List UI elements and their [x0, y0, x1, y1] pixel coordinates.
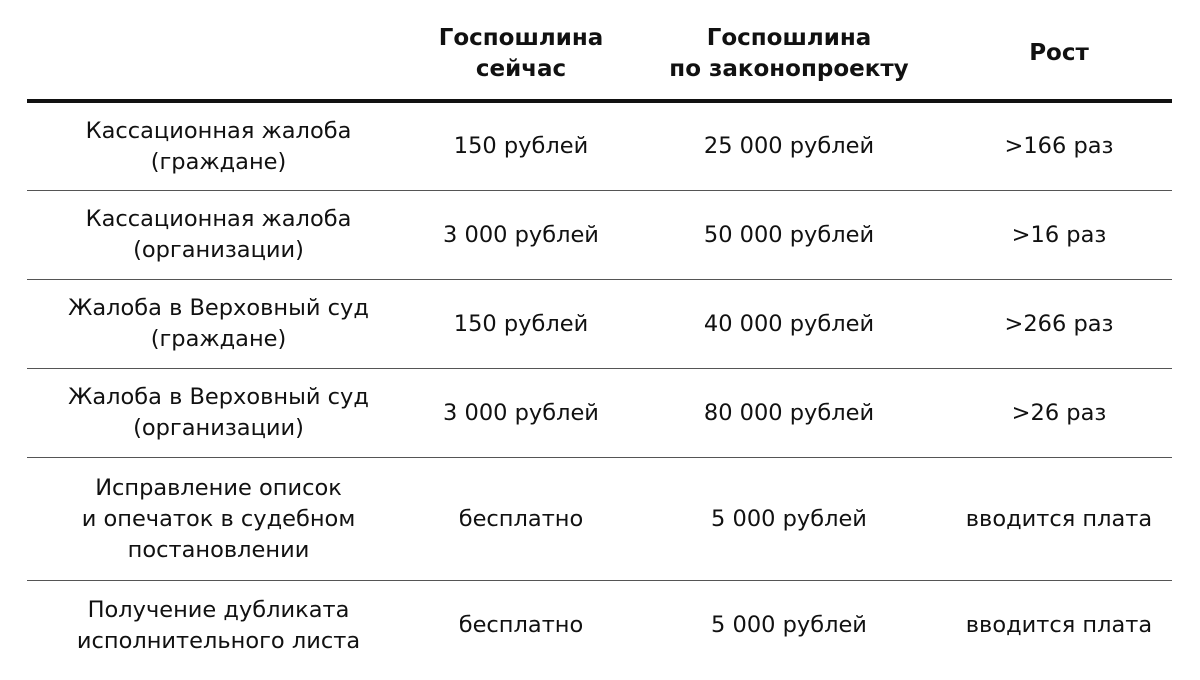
header-current-fee: Госпошлина сейчас [438, 24, 604, 82]
row-item-name: Кассационная жалоба (граждане) [85, 117, 352, 175]
row-current-fee: 3 000 рублей [443, 399, 599, 426]
table-row: Получение дубликата исполнительного лист… [27, 581, 1172, 670]
table-row: Жалоба в Верховный суд (граждане) 150 руб… [27, 280, 1172, 369]
table-row: Исправление описок и опечаток в судебном… [27, 458, 1172, 581]
row-current-fee: бесплатно [458, 612, 584, 638]
row-proposed-fee: 5 000 рублей [711, 612, 867, 638]
row-current-fee: 150 рублей [453, 133, 589, 159]
row-current-fee: бесплатно [458, 505, 584, 532]
fee-comparison-table: Госпошлина сейчас Госпошлина по законопр… [27, 0, 1172, 670]
row-growth: >26 раз [1011, 399, 1107, 426]
row-growth: >266 раз [1004, 310, 1114, 337]
row-proposed-fee: 80 000 рублей [703, 399, 875, 426]
row-growth: вводится плата [965, 505, 1153, 532]
header-proposed-fee: Госпошлина по законопроекту [669, 24, 909, 82]
row-proposed-fee: 5 000 рублей [711, 505, 867, 532]
row-item-name: Кассационная жалоба (организации) [85, 206, 352, 263]
table-row: Кассационная жалоба (граждане) 150 рублей… [27, 103, 1172, 191]
row-current-fee: 150 рублей [453, 310, 589, 337]
row-proposed-fee: 50 000 рублей [703, 221, 875, 248]
table-row: Жалоба в Верховный суд (организации) 3 00… [27, 369, 1172, 458]
row-growth: >16 раз [1011, 221, 1107, 248]
row-proposed-fee: 25 000 рублей [703, 133, 875, 159]
row-growth: >166 раз [1004, 133, 1114, 159]
table-row: Кассационная жалоба (организации) 3 000 р… [27, 191, 1172, 280]
row-item-name: Получение дубликата исполнительного лист… [76, 596, 361, 654]
header-growth: Рост [1029, 40, 1089, 66]
row-current-fee: 3 000 рублей [443, 221, 599, 248]
row-item-name: Жалоба в Верховный суд (граждане) [68, 295, 369, 352]
row-growth: вводится плата [965, 612, 1153, 638]
row-item-name: Жалоба в Верховный суд (организации) [68, 384, 369, 441]
row-proposed-fee: 40 000 рублей [703, 310, 875, 337]
row-item-name: Исправление описок и опечаток в судебном… [81, 474, 356, 563]
table-header: Госпошлина сейчас Госпошлина по законопр… [27, 0, 1172, 103]
header-empty [27, 46, 410, 54]
